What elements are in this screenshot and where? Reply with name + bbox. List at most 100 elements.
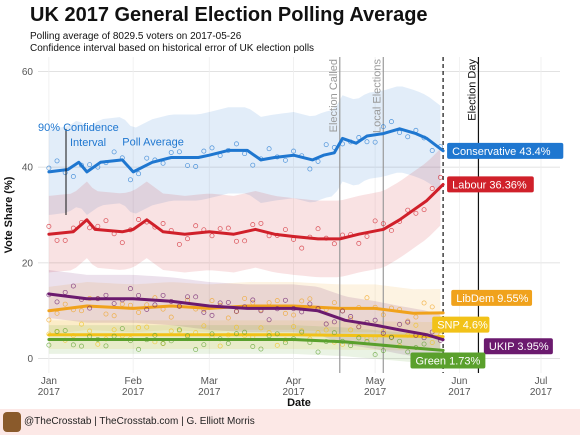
poll-dot-conservative — [144, 155, 150, 161]
poll-dot-ukip — [111, 301, 117, 307]
poll-dot-snp — [274, 342, 280, 348]
poll-dot-conservative — [291, 148, 297, 154]
x-tick-label: Feb — [125, 376, 143, 387]
end-label-snp: SNP 4.6% — [437, 320, 488, 332]
poll-dot-conservative — [176, 149, 182, 155]
poll-dot-labour — [209, 233, 215, 239]
x-tick-label: Jul — [535, 376, 548, 387]
poll-dot-snp — [429, 340, 435, 345]
poll-dot-snp — [144, 324, 150, 330]
poll-dot-conservative — [54, 158, 60, 164]
poll-dot-green — [266, 333, 272, 339]
poll-dot-snp — [380, 328, 386, 334]
poll-dot-green — [242, 329, 248, 335]
poll-dot-conservative — [87, 162, 93, 168]
poll-dot-labour — [136, 217, 142, 222]
poll-dot-ukip — [372, 317, 378, 323]
poll-dot-green — [315, 349, 321, 355]
poll-dot-green — [234, 331, 239, 337]
end-label-conservative: Conservative 43.4% — [452, 146, 551, 158]
poll-dot-ukip — [127, 286, 133, 292]
poll-dot-conservative — [127, 177, 133, 183]
poll-dot-labour — [356, 240, 362, 246]
crosstab-logo-icon — [3, 412, 21, 432]
poll-dot-libdem — [282, 310, 288, 316]
poll-dot-libdem — [291, 312, 297, 318]
poll-dot-ukip — [87, 305, 93, 311]
poll-average-annotation: Poll Average — [122, 137, 184, 149]
end-label-libdem: LibDem 9.55% — [456, 293, 528, 305]
poll-dot-snp — [95, 341, 101, 347]
poll-dot-ukip — [405, 319, 411, 325]
poll-dot-ukip — [397, 321, 403, 327]
x-tick-label: Jan — [41, 376, 57, 387]
poll-dot-libdem — [429, 304, 435, 310]
poll-dot-labour — [225, 225, 231, 231]
poll-dot-libdem — [225, 315, 231, 321]
poll-dot-conservative — [193, 164, 199, 169]
x-tick-label: 2017 — [198, 387, 221, 398]
poll-dot-labour — [185, 236, 190, 242]
poll-dot-ukip — [209, 312, 215, 318]
poll-dot-green — [136, 346, 142, 352]
poll-dot-ukip — [356, 324, 362, 330]
poll-average-line-green — [47, 338, 445, 352]
poll-dot-conservative — [364, 139, 370, 145]
poll-dot-labour — [429, 186, 435, 191]
poll-dot-green — [274, 331, 280, 337]
poll-dot-ukip — [282, 297, 288, 303]
poll-dot-labour — [119, 240, 125, 246]
poll-dot-green — [160, 341, 166, 346]
x-tick-label: 2017 — [282, 387, 305, 398]
poll-dot-conservative — [185, 163, 190, 168]
poll-dot-green — [185, 333, 190, 339]
end-label-box-ukip — [483, 338, 553, 355]
x-tick-label: Mar — [201, 376, 219, 387]
poll-dot-conservative — [307, 166, 313, 172]
x-axis-label: Date — [287, 397, 311, 409]
poll-dot-labour — [46, 223, 52, 229]
poll-dot-green — [299, 329, 305, 335]
poll-dot-libdem — [62, 301, 68, 307]
poll-dot-green — [421, 341, 427, 347]
x-tick-label: Jun — [451, 376, 467, 387]
y-tick-label: 60 — [22, 67, 34, 78]
poll-average-line-labour — [47, 183, 445, 241]
poll-dot-labour — [62, 237, 68, 243]
event-label: Local Elections — [371, 59, 383, 133]
x-tick-label: 2017 — [448, 387, 471, 398]
poll-dot-green — [250, 344, 256, 349]
poll-dot-libdem — [103, 311, 109, 317]
poll-dot-labour — [364, 233, 370, 239]
poll-dot-labour — [421, 207, 427, 213]
poll-dot-conservative — [405, 134, 411, 140]
x-tick-label: 2017 — [530, 387, 553, 398]
poll-dot-ukip — [331, 319, 337, 325]
poll-dot-snp — [258, 325, 264, 331]
end-label-box-conservative — [447, 142, 564, 159]
poll-dot-snp — [234, 324, 239, 330]
poll-dot-labour — [234, 238, 239, 244]
poll-dot-conservative — [209, 145, 215, 151]
poll-dot-conservative — [429, 148, 435, 153]
x-tick-label: 2017 — [122, 387, 145, 398]
poll-average-line-conservative — [47, 127, 445, 174]
poll-dot-ukip — [307, 301, 313, 307]
poll-dot-conservative — [250, 162, 256, 168]
poll-dot-green — [225, 340, 231, 346]
poll-dot-ukip — [348, 314, 354, 319]
poll-dot-conservative — [70, 174, 76, 179]
end-label-box-libdem — [451, 289, 533, 306]
poll-dot-conservative — [136, 171, 142, 177]
poll-dot-labour — [160, 221, 166, 226]
poll-dot-libdem — [168, 314, 174, 320]
ci-band-labour — [48, 148, 441, 278]
poll-dot-labour — [242, 238, 248, 244]
poll-dot-green — [209, 331, 215, 337]
chart-subtitle-1: Polling average of 8029.5 voters on 2017… — [30, 31, 242, 42]
poll-dot-labour — [250, 222, 256, 228]
poll-dot-green — [70, 342, 76, 348]
poll-dot-libdem — [364, 295, 370, 301]
poll-dot-libdem — [242, 295, 248, 301]
y-tick-label: 20 — [22, 258, 34, 269]
